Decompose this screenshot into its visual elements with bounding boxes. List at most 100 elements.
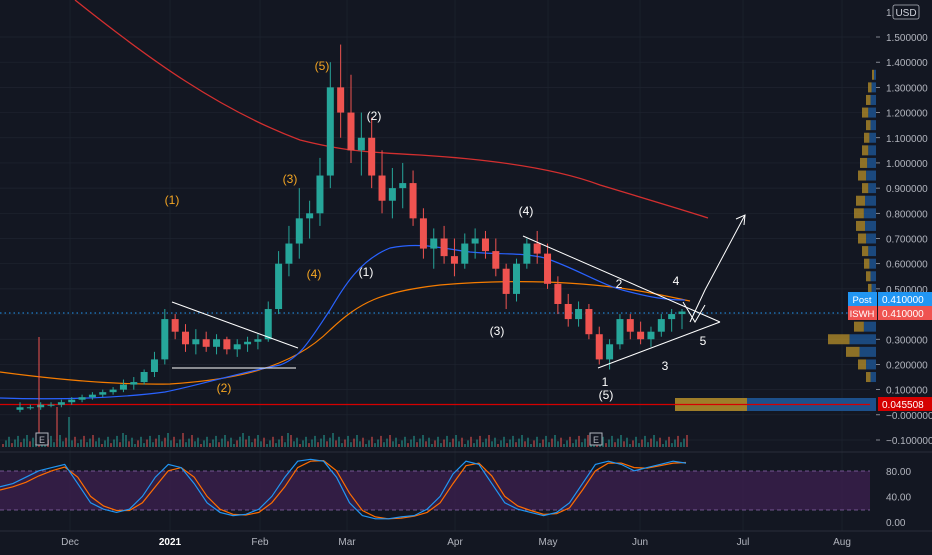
wave-label[interactable]: (4)	[307, 267, 322, 281]
candle-body[interactable]	[678, 311, 686, 315]
candle-body[interactable]	[171, 319, 179, 332]
wave-label[interactable]: (3)	[283, 172, 298, 186]
candle-body[interactable]	[316, 175, 324, 214]
candle-body[interactable]	[78, 397, 86, 400]
currency-label[interactable]: USD	[892, 4, 920, 20]
candle-body[interactable]	[99, 392, 107, 395]
wedge-lower-right[interactable]	[597, 321, 721, 369]
candle-body[interactable]	[595, 334, 603, 360]
candle-body[interactable]	[182, 331, 189, 345]
wave-label[interactable]: (5)	[315, 59, 330, 73]
candle-body[interactable]	[26, 407, 34, 409]
candle-body[interactable]	[347, 112, 355, 151]
wave-label[interactable]: (1)	[165, 193, 180, 207]
candle-body[interactable]	[213, 339, 221, 347]
candle-body[interactable]	[16, 407, 24, 410]
candle-body[interactable]	[202, 339, 210, 347]
candle-body[interactable]	[357, 137, 365, 151]
price-tag-value-bg[interactable]	[878, 397, 932, 411]
candle-body[interactable]	[430, 238, 438, 249]
candle-body[interactable]	[388, 188, 396, 201]
candle-body[interactable]	[616, 319, 624, 345]
candle-body[interactable]	[306, 213, 314, 219]
candle-body[interactable]	[161, 319, 169, 360]
wave-label[interactable]: (2)	[367, 109, 382, 123]
pattern-drawings[interactable]	[171, 214, 746, 369]
candle-body[interactable]	[285, 243, 293, 264]
candle-body[interactable]	[37, 404, 45, 408]
candle-body[interactable]	[606, 344, 614, 360]
wedge-upper-left[interactable]	[171, 301, 299, 349]
candles[interactable]	[16, 44, 686, 413]
wave-label[interactable]: (2)	[217, 381, 232, 395]
projection-arrow[interactable]	[689, 214, 746, 323]
candle-body[interactable]	[492, 251, 500, 269]
candle-body[interactable]	[88, 394, 96, 398]
candle-body[interactable]	[647, 331, 655, 340]
candle-body[interactable]	[337, 87, 345, 113]
candle-body[interactable]	[368, 137, 376, 176]
candle-body[interactable]	[585, 309, 593, 335]
candle-body[interactable]	[244, 341, 252, 345]
wave-label[interactable]: 4	[673, 274, 680, 288]
wave-label[interactable]: (3)	[490, 324, 505, 338]
wave-path[interactable]	[682, 301, 706, 323]
candle-body[interactable]	[626, 319, 634, 332]
candle-body[interactable]	[471, 238, 479, 244]
price-tag-value-bg[interactable]	[878, 292, 932, 306]
volume-bar	[143, 443, 145, 447]
candle-body[interactable]	[192, 339, 200, 345]
candle-body[interactable]	[57, 402, 65, 405]
candle-body[interactable]	[150, 359, 158, 372]
price-tag-value-bg[interactable]	[878, 306, 932, 320]
candle-body[interactable]	[554, 283, 562, 304]
candle-body[interactable]	[399, 183, 407, 189]
candle-body[interactable]	[523, 243, 531, 264]
candle-body[interactable]	[513, 263, 520, 294]
candle-body[interactable]	[409, 183, 417, 219]
profile-bar-gold	[858, 359, 867, 370]
candle-body[interactable]	[450, 256, 458, 264]
candle-body[interactable]	[544, 253, 552, 284]
candle-body[interactable]	[275, 263, 283, 310]
candle-body[interactable]	[47, 404, 55, 406]
volume-bar	[383, 442, 385, 447]
candle-body[interactable]	[223, 339, 231, 350]
wave-label[interactable]: 5	[700, 334, 707, 348]
earnings-marker-1[interactable]	[35, 432, 49, 446]
candle-body[interactable]	[481, 238, 489, 252]
candle-body[interactable]	[326, 87, 334, 176]
candle-body[interactable]	[533, 243, 541, 254]
candle-body[interactable]	[564, 303, 572, 320]
candle-body[interactable]	[295, 218, 303, 244]
wave-label[interactable]: 2	[616, 277, 623, 291]
candle-body[interactable]	[68, 399, 76, 403]
wave-label[interactable]: (5)	[599, 388, 614, 402]
candle-body[interactable]	[637, 331, 645, 340]
stoch-tick-label: 40.00	[886, 492, 911, 503]
wedge-upper-right[interactable]	[522, 235, 721, 323]
volume-bar	[641, 439, 643, 447]
wave-label[interactable]: 1	[602, 375, 609, 389]
candle-body[interactable]	[233, 344, 241, 350]
candle-body[interactable]	[254, 339, 262, 342]
wave-label[interactable]: 3	[662, 359, 669, 373]
candle-body[interactable]	[657, 319, 665, 332]
candle-body[interactable]	[440, 238, 448, 257]
earnings-marker-2[interactable]	[589, 432, 603, 446]
candle-body[interactable]	[419, 218, 427, 249]
candle-body[interactable]	[575, 309, 583, 320]
candle-body[interactable]	[502, 268, 510, 294]
candle-body[interactable]	[119, 384, 127, 390]
candle-body[interactable]	[668, 314, 676, 320]
candle-body[interactable]	[109, 389, 117, 393]
volume-bar	[515, 442, 517, 447]
candle-body[interactable]	[130, 382, 138, 385]
wave-label[interactable]: (4)	[519, 204, 534, 218]
wave-label[interactable]: (1)	[359, 265, 374, 279]
candle-body[interactable]	[461, 243, 469, 264]
candle-body[interactable]	[140, 371, 148, 383]
candle-body[interactable]	[378, 175, 386, 201]
candle-body[interactable]	[264, 309, 272, 340]
